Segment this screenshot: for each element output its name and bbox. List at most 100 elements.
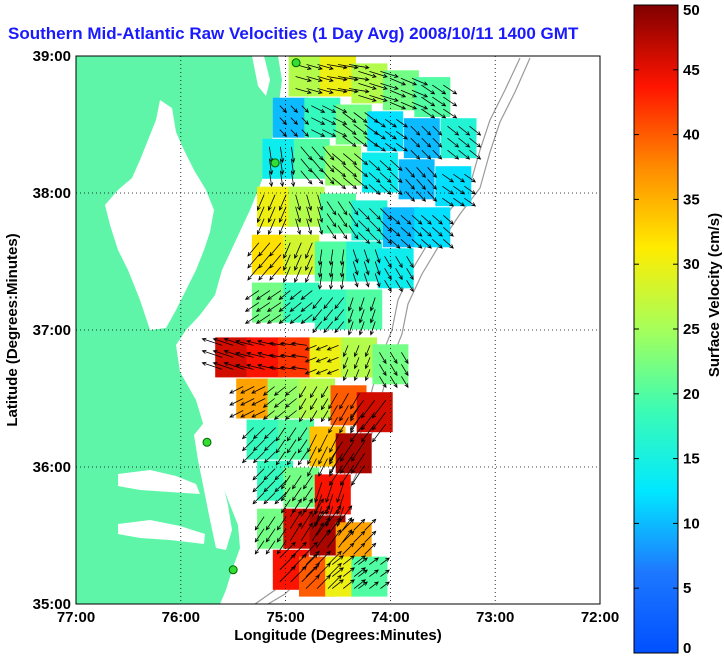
x-tick-label: 73:00 bbox=[476, 609, 514, 626]
velocity-arrow bbox=[458, 137, 471, 148]
velocity-arrow bbox=[334, 309, 345, 322]
velocity-arrow bbox=[406, 268, 414, 281]
velocity-arrow bbox=[223, 361, 245, 370]
velocity-arrow bbox=[384, 268, 392, 281]
velocity-arrow bbox=[401, 352, 409, 365]
velocity-arrow bbox=[353, 136, 368, 147]
velocity-arrow bbox=[262, 398, 275, 408]
velocity-arrow bbox=[278, 206, 287, 223]
velocity-arrow bbox=[342, 579, 355, 589]
velocity-arrow bbox=[255, 290, 271, 300]
velocity-arrow bbox=[302, 487, 313, 502]
velocity-arrow bbox=[279, 105, 288, 113]
velocity-arrow bbox=[432, 125, 443, 136]
velocity-arrow bbox=[278, 290, 291, 300]
velocity-arrow bbox=[300, 302, 313, 312]
velocity-arrow bbox=[325, 482, 334, 504]
velocity-arrow bbox=[350, 393, 360, 410]
velocity-arrow bbox=[342, 112, 357, 123]
velocity-arrow bbox=[363, 273, 370, 288]
velocity-arrow bbox=[336, 482, 345, 504]
velocity-arrow bbox=[267, 206, 276, 223]
velocity-arrow bbox=[300, 522, 313, 541]
velocity-arrow bbox=[333, 117, 348, 125]
velocity-arrow bbox=[320, 410, 329, 423]
velocity-arrow bbox=[289, 314, 302, 324]
velocity-arrow bbox=[316, 550, 331, 565]
velocity-arrow bbox=[363, 261, 370, 276]
velocity-arrow bbox=[265, 516, 276, 531]
velocity-arrow bbox=[268, 341, 286, 346]
velocity-arrow bbox=[331, 177, 347, 190]
velocity-arrow bbox=[364, 369, 371, 382]
velocity-arrow bbox=[322, 117, 337, 125]
velocity-arrow bbox=[278, 194, 287, 211]
velocity-arrow bbox=[400, 89, 418, 98]
velocity-arrow bbox=[268, 170, 274, 188]
station-marker bbox=[228, 565, 238, 575]
velocity-arrow bbox=[290, 170, 296, 188]
colorbar-tick-label: 0 bbox=[683, 640, 691, 657]
velocity-arrow bbox=[273, 386, 286, 396]
x-tick-label: 72:00 bbox=[581, 609, 619, 626]
velocity-arrow bbox=[374, 249, 381, 264]
velocity-arrow bbox=[442, 185, 455, 195]
velocity-arrow bbox=[410, 149, 421, 160]
velocity-arrow bbox=[279, 117, 288, 125]
x-tick-label: 75:00 bbox=[266, 609, 304, 626]
velocity-arrow bbox=[290, 105, 299, 113]
velocity-arrow bbox=[353, 530, 366, 543]
velocity-arrow bbox=[201, 361, 223, 370]
velocity-arrow bbox=[279, 565, 296, 583]
velocity-arrow bbox=[311, 146, 324, 161]
velocity-arrow bbox=[212, 361, 234, 370]
velocity-arrow bbox=[352, 249, 359, 264]
velocity-arrow bbox=[338, 505, 353, 524]
velocity-arrow bbox=[279, 129, 288, 137]
velocity-arrow bbox=[300, 290, 313, 300]
velocity-arrow bbox=[326, 64, 348, 70]
velocity-arrow bbox=[278, 302, 291, 312]
bay-water bbox=[118, 520, 205, 544]
x-tick-label: 76:00 bbox=[162, 609, 200, 626]
velocity-arrow bbox=[323, 297, 334, 310]
velocity-arrow bbox=[251, 398, 266, 406]
velocity-arrow bbox=[339, 249, 345, 266]
velocity-arrow bbox=[268, 365, 286, 370]
colorbar-tick-label: 45 bbox=[683, 62, 700, 79]
velocity-arrow bbox=[322, 170, 335, 185]
velocity-arrow bbox=[328, 393, 338, 410]
velocity-arrow bbox=[263, 468, 276, 481]
velocity-arrow bbox=[342, 136, 357, 147]
velocity-arrow bbox=[390, 376, 398, 389]
velocity-arrow bbox=[342, 530, 355, 543]
velocity-arrow bbox=[379, 172, 392, 184]
velocity-arrow bbox=[347, 321, 354, 336]
velocity-arrow bbox=[364, 542, 377, 555]
velocity-arrow bbox=[379, 376, 387, 389]
velocity-arrow bbox=[374, 273, 381, 288]
velocity-arrow bbox=[358, 95, 377, 102]
velocity-arrow bbox=[353, 555, 366, 565]
velocity-arrow bbox=[416, 179, 427, 190]
velocity-arrow bbox=[353, 345, 360, 358]
velocity-arrow bbox=[304, 369, 317, 375]
velocity-arrow bbox=[306, 88, 323, 94]
velocity-arrow bbox=[331, 567, 344, 577]
velocity-arrow bbox=[380, 83, 399, 90]
bay-water bbox=[252, 56, 270, 96]
velocity-arrow bbox=[262, 386, 275, 396]
velocity-arrow bbox=[389, 89, 407, 98]
velocity-arrow bbox=[353, 153, 369, 166]
velocity-arrow bbox=[295, 76, 312, 82]
velocity-arrow bbox=[258, 242, 271, 257]
velocity-arrow bbox=[256, 218, 265, 235]
colorbar-tick-label: 25 bbox=[683, 321, 700, 338]
velocity-arrow bbox=[400, 227, 412, 237]
velocity-arrow bbox=[317, 249, 323, 266]
velocity-arrow bbox=[306, 218, 312, 235]
velocity-arrow bbox=[342, 357, 349, 370]
velocity-arrow bbox=[371, 411, 387, 431]
velocity-arrow bbox=[229, 398, 244, 406]
velocity-arrow bbox=[307, 446, 317, 465]
